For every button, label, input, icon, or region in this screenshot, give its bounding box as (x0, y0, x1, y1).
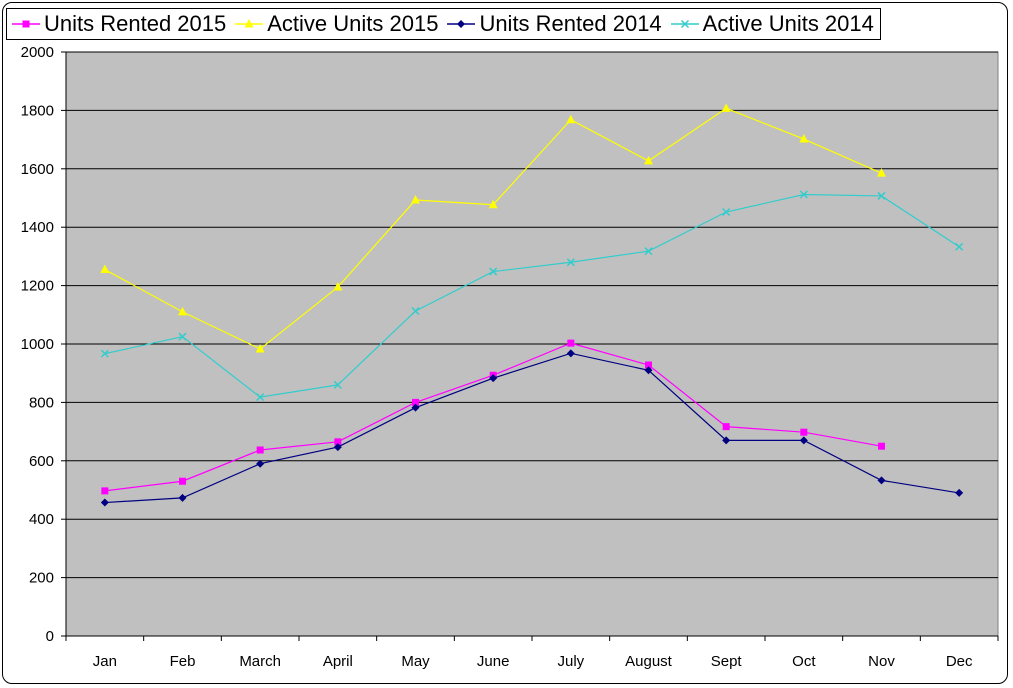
data-point (334, 438, 342, 446)
x-tick-label: Jan (93, 653, 117, 670)
legend-swatch (670, 19, 699, 29)
legend-marker (457, 20, 466, 28)
x-tick-label: Sept (711, 653, 743, 670)
legend-swatch (235, 19, 264, 28)
tick-labels: 0 200 400 600 800 1000 1200 1400 1600 1800 2000 Jan… (21, 44, 973, 670)
legend-label: Active Units 2014 (702, 11, 874, 36)
legend-marker (680, 19, 689, 29)
x-tick-label: July (557, 653, 584, 670)
data-point (722, 207, 731, 217)
legend-label: Active Units 2015 (267, 11, 439, 36)
series-active-units-2014 (100, 190, 964, 402)
y-tick-label: 200 (29, 570, 54, 587)
y-tick-label: 1000 (21, 336, 54, 353)
y-tick-label: 800 (29, 394, 54, 411)
legend-marker (22, 20, 30, 28)
data-point (799, 436, 808, 445)
x-tick-label: Feb (170, 653, 196, 670)
data-point (333, 380, 342, 389)
series-lines (100, 103, 964, 507)
data-point (256, 393, 265, 402)
y-tick-label: 1600 (21, 161, 54, 178)
x-tick-label: Oct (792, 653, 816, 670)
data-point (178, 306, 187, 316)
data-point (799, 134, 809, 143)
legend-marker (244, 19, 254, 28)
data-point (644, 366, 653, 375)
data-point (566, 349, 575, 358)
data-point (644, 247, 653, 256)
data-point (255, 343, 265, 353)
y-tick-label: 400 (29, 511, 54, 528)
legend-label: Units Rented 2015 (44, 11, 227, 36)
data-point (412, 398, 419, 406)
data-point (100, 349, 109, 358)
data-point (178, 493, 187, 502)
y-tick-label: 1800 (21, 102, 54, 119)
data-point (800, 428, 808, 436)
x-tick-label: August (625, 653, 673, 670)
y-tick-label: 1200 (21, 278, 54, 295)
data-point (100, 498, 109, 507)
legend: Units Rented 2015 Active Units 2015 Units … (6, 8, 881, 40)
data-point (488, 199, 498, 209)
data-point (799, 190, 808, 199)
data-point (644, 155, 653, 165)
legend-item: Active Units 2015 (234, 11, 438, 37)
x-tick-label: June (477, 653, 510, 670)
data-point (645, 361, 652, 369)
data-point (179, 477, 186, 485)
series-line (104, 193, 960, 398)
data-point (567, 339, 575, 347)
series-line (104, 352, 960, 504)
data-point (721, 103, 731, 112)
data-point (566, 258, 575, 267)
legend-swatch (12, 20, 40, 28)
data-point (256, 459, 265, 468)
data-point (722, 423, 730, 431)
data-point (877, 168, 886, 177)
data-point (411, 195, 420, 204)
data-point (333, 282, 343, 291)
series-units-rented-2014 (100, 349, 964, 507)
data-point (566, 114, 576, 124)
y-tick-label: 600 (29, 453, 54, 470)
x-tick-label: Nov (868, 653, 895, 670)
x-tick-label: Dec (946, 653, 973, 670)
x-tick-label: May (401, 653, 430, 670)
data-point (489, 267, 498, 276)
data-point (333, 443, 342, 452)
x-tick-label: April (323, 653, 353, 670)
data-point (722, 436, 731, 445)
legend-item: Active Units 2014 (670, 11, 874, 37)
data-point (877, 476, 886, 485)
data-point (955, 488, 964, 497)
data-point (256, 446, 264, 454)
data-point (411, 306, 420, 316)
data-point (877, 191, 886, 200)
data-point (955, 242, 964, 251)
data-point (100, 264, 110, 274)
legend-label: Units Rented 2014 (479, 11, 662, 36)
y-tick-label: 0 (46, 628, 54, 645)
legend-item: Units Rented 2014 (446, 11, 662, 37)
legend-item: Units Rented 2015 (11, 11, 226, 37)
y-tick-label: 1400 (21, 219, 54, 236)
data-point (101, 487, 109, 495)
data-point (489, 374, 498, 383)
data-point (178, 332, 187, 341)
data-point (411, 403, 420, 412)
y-tick-label: 2000 (21, 44, 54, 61)
series-active-units-2015 (100, 103, 886, 353)
axes (61, 51, 999, 641)
data-point (878, 442, 885, 450)
legend-swatch (447, 20, 476, 28)
x-tick-label: March (239, 653, 281, 670)
